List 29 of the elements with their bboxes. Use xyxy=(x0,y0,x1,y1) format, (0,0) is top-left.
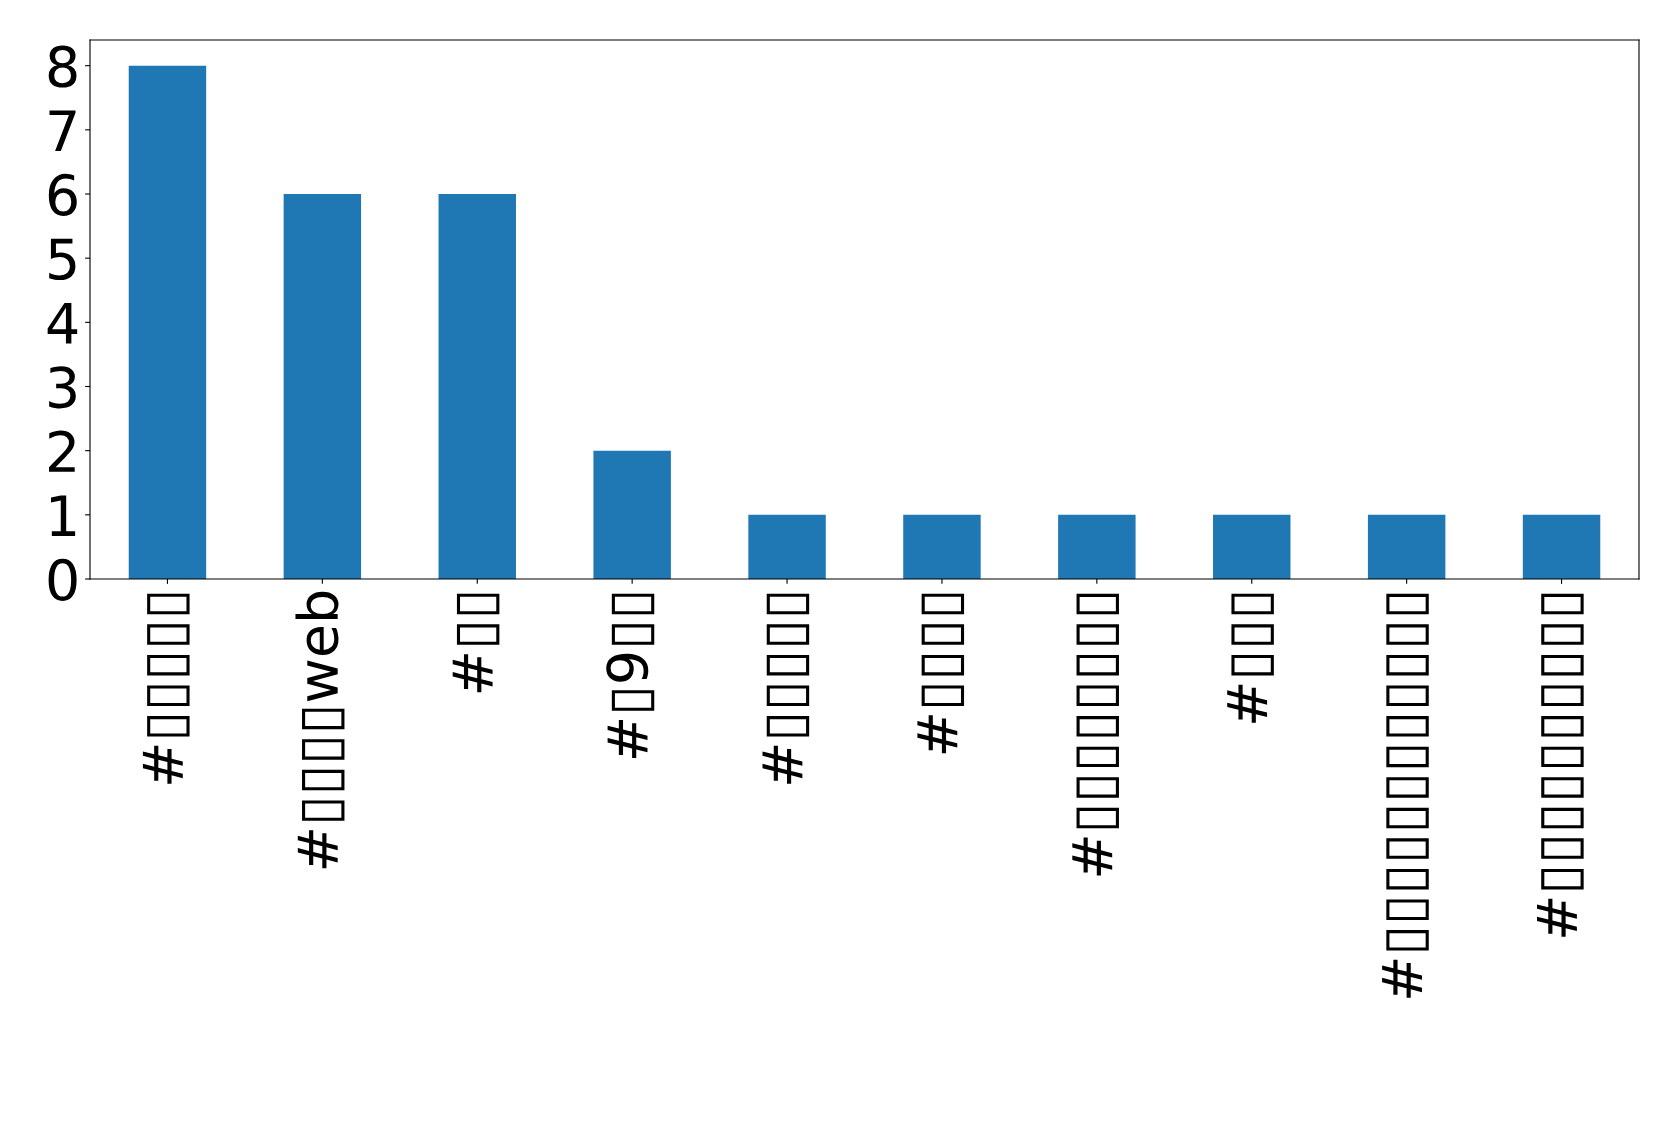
bar xyxy=(1213,514,1291,579)
y-tick-label: 7 xyxy=(49,110,76,151)
bar xyxy=(283,194,362,579)
x-tick-label: #▯▯▯▯▯ xyxy=(142,593,190,784)
bar xyxy=(593,450,671,579)
y-tick-label: 1 xyxy=(51,495,76,536)
y-tick-label: 6 xyxy=(48,173,77,216)
y-tick-label: 8 xyxy=(48,45,77,88)
bar xyxy=(903,514,981,579)
y-tick-label: 2 xyxy=(49,430,75,472)
x-tick-label: #▯▯▯▯▯▯▯▯ xyxy=(1072,593,1119,876)
bar xyxy=(438,194,516,579)
x-tick-label: #▯▯▯▯web xyxy=(295,591,345,869)
y-tick-label: 0 xyxy=(48,558,77,601)
x-tick-label: #▯▯ xyxy=(452,593,500,693)
x-tick-label: #▯▯▯ xyxy=(1227,593,1274,723)
x-tick-label: #▯▯▯▯▯▯▯▯▯▯▯▯ xyxy=(1382,593,1429,998)
bar xyxy=(128,65,207,579)
x-tick-label: #▯▯▯▯▯▯▯▯▯▯ xyxy=(1537,593,1584,937)
bar xyxy=(1522,514,1601,579)
y-tick-label: 5 xyxy=(49,238,76,281)
x-tick-label: #▯▯▯▯ xyxy=(917,593,965,754)
bar xyxy=(748,514,826,579)
x-tick-label: #▯9▯▯ xyxy=(606,593,655,759)
y-tick-label: 4 xyxy=(47,302,78,344)
bar xyxy=(1058,514,1136,579)
bar xyxy=(1367,514,1446,579)
y-tick-label: 3 xyxy=(49,366,76,409)
x-tick-label: #▯▯▯▯▯ xyxy=(762,593,810,784)
